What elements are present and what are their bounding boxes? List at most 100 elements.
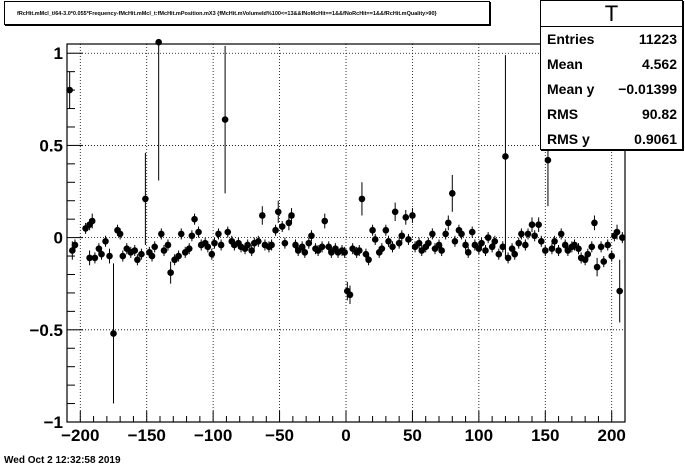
- stats-row-rms: RMS 90.82: [541, 102, 682, 127]
- data-point: [292, 241, 299, 249]
- data-point: [581, 256, 589, 264]
- data-point: [588, 243, 596, 251]
- data-point: [538, 237, 545, 245]
- data-point: [217, 241, 225, 249]
- data-point: [71, 241, 79, 249]
- data-point: [318, 243, 326, 251]
- data-point: [499, 243, 507, 251]
- stats-value: 90.82: [641, 106, 677, 122]
- data-point: [116, 230, 124, 238]
- data-point: [281, 239, 289, 247]
- data-point: [255, 237, 262, 245]
- x-tick-label: 150: [531, 426, 559, 445]
- data-point: [131, 247, 139, 254]
- data-point: [541, 247, 549, 254]
- data-point: [425, 239, 432, 247]
- stats-row-rms-y: RMS y 0.9061: [541, 127, 682, 152]
- data-point: [548, 245, 556, 252]
- data-point: [106, 252, 113, 260]
- data-point: [185, 245, 193, 252]
- data-point: [259, 212, 266, 219]
- stats-value: −0.01399: [618, 81, 677, 97]
- y-axis-ticks: −1 −0.5 0 0.5 1: [29, 44, 83, 432]
- data-point: [175, 252, 182, 260]
- data-point: [508, 245, 516, 252]
- data-point: [468, 228, 476, 236]
- data-point: [451, 237, 459, 245]
- data-point: [365, 256, 372, 264]
- data-point: [462, 241, 469, 249]
- data-point: [557, 230, 565, 238]
- x-tick-label: −100: [194, 426, 232, 445]
- data-point: [458, 230, 465, 238]
- data-point: [518, 230, 525, 238]
- data-point: [504, 254, 512, 262]
- data-point: [211, 239, 218, 247]
- plot-title-text: fRcHit.mMcl_t/64-3.0*0.055*Frequency-fMc…: [17, 11, 437, 17]
- data-point: [619, 234, 626, 241]
- data-point: [448, 190, 456, 197]
- data-point: [215, 230, 222, 238]
- data-point: [398, 232, 406, 240]
- data-point: [86, 254, 93, 262]
- data-point: [298, 243, 306, 251]
- stats-value: 4.562: [641, 56, 677, 72]
- x-tick-label: −200: [61, 426, 99, 445]
- stats-label: RMS y: [547, 131, 590, 147]
- stats-label: Mean: [547, 56, 583, 72]
- data-point: [535, 221, 542, 229]
- data-point: [91, 254, 99, 262]
- data-point: [561, 241, 569, 249]
- data-point: [544, 156, 552, 164]
- data-point: [511, 250, 519, 258]
- data-point: [478, 239, 485, 247]
- data-point: [355, 247, 363, 254]
- data-point: [491, 237, 499, 245]
- data-point: [110, 330, 117, 337]
- data-point: [475, 245, 483, 252]
- data-point: [528, 221, 536, 229]
- grid: [67, 44, 625, 423]
- data-point: [593, 263, 601, 271]
- data-point: [158, 230, 165, 238]
- data-point: [98, 250, 105, 258]
- y-tick-label: 1: [54, 44, 63, 63]
- stats-title: T: [541, 1, 682, 27]
- data-point: [321, 217, 329, 225]
- data-point: [95, 245, 103, 252]
- data-point: [325, 243, 333, 251]
- data-point: [415, 239, 423, 247]
- data-point: [88, 217, 96, 225]
- x-tick-label: 0: [341, 426, 350, 445]
- data-point: [522, 241, 529, 249]
- data-point: [188, 232, 196, 240]
- data-point: [382, 226, 390, 234]
- data-point: [402, 214, 410, 221]
- data-point: [148, 252, 156, 260]
- data-point: [272, 226, 279, 234]
- stats-value: 0.9061: [634, 131, 677, 147]
- x-tick-label: 50: [403, 426, 422, 445]
- data-point: [502, 153, 509, 160]
- data-point: [167, 269, 174, 276]
- data-point: [119, 252, 127, 260]
- data-point: [346, 291, 354, 299]
- data-point: [371, 236, 379, 243]
- data-point: [69, 247, 76, 254]
- data-point: [409, 212, 416, 219]
- stats-label: Mean y: [547, 81, 595, 97]
- data-point: [305, 239, 313, 247]
- data-point: [151, 243, 158, 251]
- data-point: [224, 228, 232, 236]
- data-point: [385, 237, 392, 245]
- data-point: [531, 232, 538, 240]
- data-point: [268, 241, 275, 249]
- stats-label: Entries: [547, 31, 595, 47]
- timestamp-footer: Wed Oct 2 12:32:58 2019: [4, 455, 121, 466]
- data-point: [142, 195, 149, 203]
- data-point: [435, 241, 443, 249]
- data-point: [288, 212, 295, 219]
- data-point: [524, 230, 532, 238]
- stats-row-mean: Mean 4.562: [541, 52, 682, 77]
- data-point: [591, 219, 598, 227]
